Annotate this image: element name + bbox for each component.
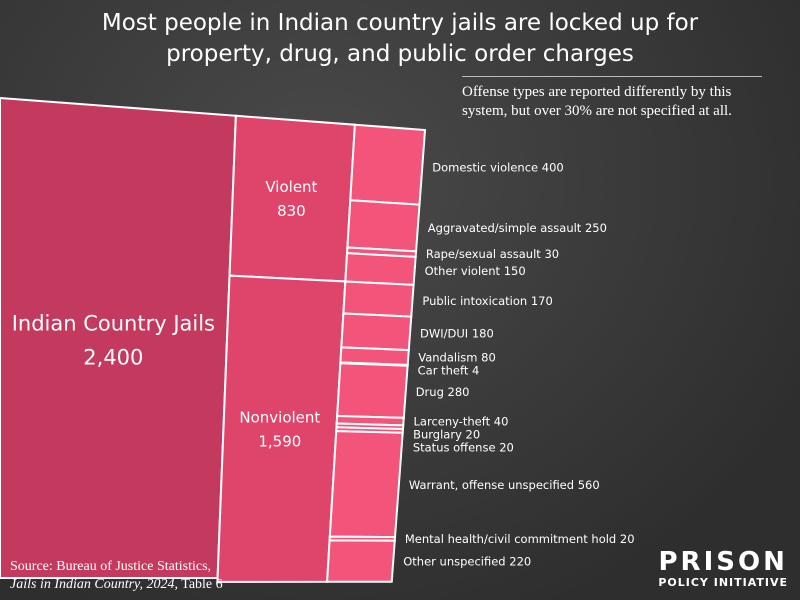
note: Offense types are reported differently b… [462,76,762,121]
item-block [328,430,404,539]
source-suffix: , Table 6 [174,577,223,592]
group-label: Violent [265,178,317,196]
item-block [344,252,417,286]
item-block [336,362,409,419]
item-name: Burglary [413,427,462,441]
item-label: Vandalism 80 [418,350,496,364]
item-block [342,280,415,318]
item-label: Aggravated/simple assault 250 [428,221,607,235]
item-block [349,123,427,206]
total-value: 2,400 [83,345,143,369]
item-label: Larceny-theft 40 [414,414,509,428]
item-label: Rape/sexual assault 30 [426,247,559,261]
source-prefix: Source: Bureau of Justice Statistics, [10,559,212,574]
item-label: Burglary 20 [413,427,480,441]
item-name: Other unspecified [403,554,505,568]
item-name: Drug [416,384,444,398]
item-block [346,199,421,253]
item-block [340,312,413,352]
item-name: Larceny-theft [414,414,491,428]
item-value: 180 [472,326,494,340]
item-label: Other violent 150 [425,263,526,277]
item-value: 20 [466,427,481,441]
logo-bottom: POLICY INITIATIVE [658,576,788,589]
item-value: 20 [620,531,635,545]
item-name: Vandalism [418,350,477,364]
item-label: DWI/DUI 180 [420,326,494,340]
item-name: DWI/DUI [420,326,468,340]
total-block [0,96,237,579]
item-label: Other unspecified 220 [403,554,531,568]
item-value: 40 [494,414,509,428]
item-value: 250 [585,221,607,235]
item-name: Domestic violence [432,160,538,174]
item-label: Domestic violence 400 [432,160,563,174]
item-name: Status offense [413,440,496,454]
group-block [228,114,356,283]
item-value: 30 [544,247,559,261]
total-label: Indian Country Jails [12,311,215,335]
item-value: 20 [499,440,514,454]
item-label: Drug 280 [416,384,470,398]
item-label: Public intoxication 170 [422,293,552,307]
item-label: Car theft 4 [418,363,480,377]
item-name: Aggravated/simple assault [428,221,582,235]
logo-top: PRISON [658,547,788,577]
item-value: 150 [504,263,526,277]
item-name: Other violent [425,263,501,277]
item-value: 4 [472,363,479,377]
item-label: Mental health/civil commitment hold 20 [405,531,635,545]
group-label: Nonviolent [239,409,320,427]
item-name: Public intoxication [422,293,527,307]
item-label: Warrant, offense unspecified 560 [409,477,600,491]
item-value: 280 [448,384,470,398]
item-value: 560 [578,477,600,491]
item-value: 170 [531,293,553,307]
group-value: 1,590 [258,433,301,451]
source-publication: Jails in Indian Country, 2024 [10,577,175,592]
item-value: 220 [509,554,531,568]
item-name: Mental health/civil commitment hold [405,531,616,545]
source: Source: Bureau of Justice Statistics, Jai… [10,558,270,594]
item-value: 400 [542,160,564,174]
logo: PRISON POLICY INITIATIVE [658,548,788,589]
item-block [326,539,396,583]
item-value: 80 [481,350,496,364]
group-block [216,274,347,583]
group-value: 830 [277,202,306,220]
chart-title: Most people in Indian country jails are … [101,10,699,67]
item-name: Warrant, offense unspecified [409,477,574,491]
item-name: Rape/sexual assault [426,247,541,261]
item-label: Status offense 20 [413,440,514,454]
item-name: Car theft [418,363,469,377]
